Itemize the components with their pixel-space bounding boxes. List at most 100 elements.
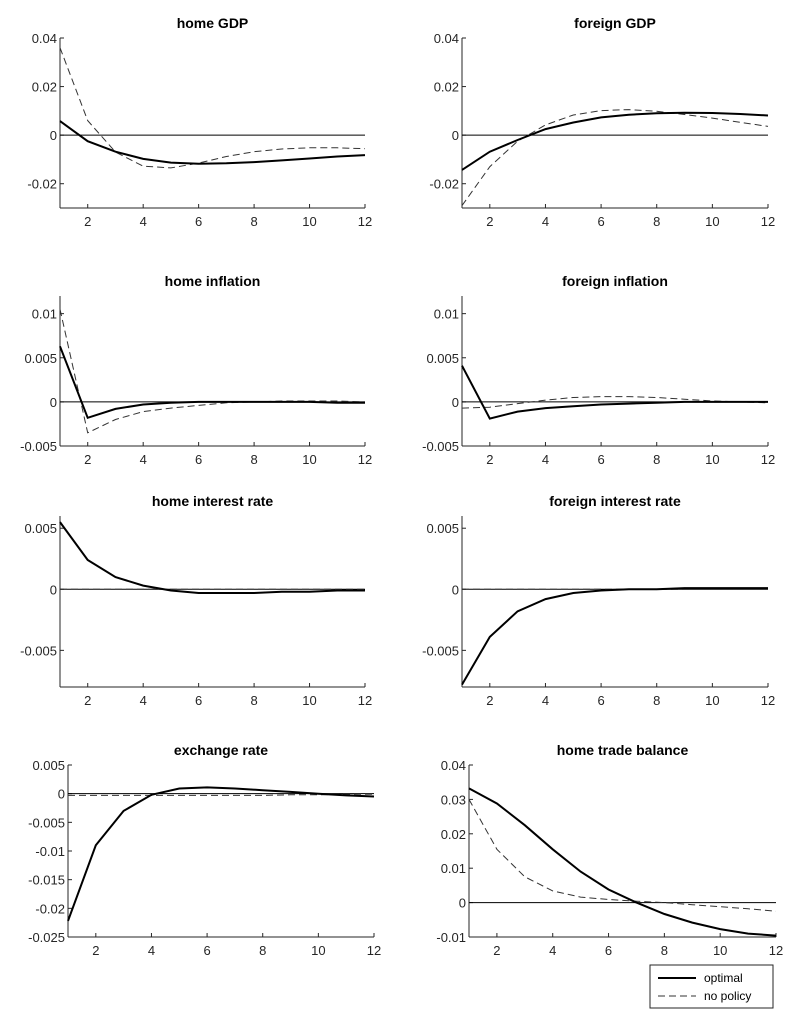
y-tick-label: 0.04 xyxy=(32,31,57,46)
x-tick-label: 4 xyxy=(148,943,155,958)
series-line-optimal xyxy=(59,120,366,165)
x-tick-label: 4 xyxy=(542,214,549,229)
x-tick-label: 6 xyxy=(597,693,604,708)
y-tick-label: 0 xyxy=(459,896,466,911)
subplot: foreign GDP -0.02 0 0.02 0.04 2 4 6 8 10 12 xyxy=(429,15,775,229)
x-tick-label: 12 xyxy=(358,214,372,229)
y-tick-label: 0 xyxy=(50,582,57,597)
x-tick-label: 2 xyxy=(486,214,493,229)
y-tick-label: -0.005 xyxy=(20,439,57,454)
x-tick-label: 8 xyxy=(259,943,266,958)
y-tick-label: 0.02 xyxy=(32,80,57,95)
y-tick-label: 0.03 xyxy=(441,792,466,807)
x-tick-label: 10 xyxy=(302,452,316,467)
y-tick-label: 0.04 xyxy=(434,31,459,46)
x-tick-label: 10 xyxy=(302,214,316,229)
x-tick-label: 8 xyxy=(653,214,660,229)
x-tick-label: 8 xyxy=(250,452,257,467)
x-tick-label: 4 xyxy=(140,452,147,467)
x-tick-label: 12 xyxy=(367,943,381,958)
y-tick-label: -0.005 xyxy=(20,643,57,658)
subplot: exchange rate -0.025 -0.02 -0.015 -0.01 -0.00… xyxy=(28,742,381,958)
subplot: home trade balance -0.01 0 0.01 0.02 0.03 0.04… xyxy=(436,742,783,958)
x-tick-label: 10 xyxy=(713,943,727,958)
y-tick-label: -0.02 xyxy=(35,901,65,916)
y-tick-label: -0.01 xyxy=(436,930,466,945)
series-line-optimal xyxy=(468,787,777,937)
x-tick-label: 8 xyxy=(653,452,660,467)
y-tick-label: 0 xyxy=(452,582,459,597)
x-tick-label: 12 xyxy=(358,452,372,467)
y-tick-label: 0 xyxy=(452,128,459,143)
x-tick-label: 10 xyxy=(302,693,316,708)
subplot: home interest rate -0.005 0 0.005 2 4 6 8 10 12 xyxy=(20,493,372,708)
y-tick-label: 0 xyxy=(50,128,57,143)
x-tick-label: 10 xyxy=(311,943,325,958)
x-tick-label: 2 xyxy=(84,452,91,467)
subplot: foreign inflation -0.005 0 0.005 0.01 2 4 6 8 10 1… xyxy=(422,273,775,467)
x-tick-label: 8 xyxy=(653,693,660,708)
x-tick-label: 10 xyxy=(705,693,719,708)
y-tick-label: -0.02 xyxy=(27,177,57,192)
y-tick-label: 0.005 xyxy=(24,351,57,366)
y-tick-label: 0.01 xyxy=(434,307,459,322)
y-tick-label: -0.005 xyxy=(422,643,459,658)
legend: optimal no policy xyxy=(649,964,774,1009)
x-tick-label: 4 xyxy=(542,693,549,708)
series-line-no-policy xyxy=(468,799,777,912)
y-tick-label: -0.005 xyxy=(28,815,65,830)
x-tick-label: 2 xyxy=(92,943,99,958)
subplot-title: home interest rate xyxy=(152,493,274,509)
y-tick-label: 0.005 xyxy=(426,351,459,366)
y-tick-label: -0.01 xyxy=(35,844,65,859)
x-tick-label: 2 xyxy=(486,693,493,708)
legend-label: optimal xyxy=(704,971,743,985)
subplot-title: foreign inflation xyxy=(562,273,668,289)
x-tick-label: 6 xyxy=(195,452,202,467)
subplot-title: foreign interest rate xyxy=(549,493,681,509)
x-tick-label: 12 xyxy=(761,452,775,467)
y-tick-label: -0.015 xyxy=(28,873,65,888)
y-tick-label: 0.005 xyxy=(24,521,57,536)
subplot-title: home GDP xyxy=(177,15,249,31)
y-tick-label: 0.005 xyxy=(32,758,65,773)
x-tick-label: 8 xyxy=(661,943,668,958)
x-tick-label: 2 xyxy=(493,943,500,958)
x-tick-label: 4 xyxy=(542,452,549,467)
x-tick-label: 8 xyxy=(250,214,257,229)
x-tick-label: 4 xyxy=(140,214,147,229)
subplot: home inflation -0.005 0 0.005 0.01 2 4 6 8 10 12 xyxy=(20,273,372,467)
x-tick-label: 8 xyxy=(250,693,257,708)
x-tick-label: 10 xyxy=(705,214,719,229)
y-tick-label: -0.02 xyxy=(429,177,459,192)
x-tick-label: 12 xyxy=(769,943,783,958)
x-tick-label: 6 xyxy=(203,943,210,958)
x-tick-label: 12 xyxy=(761,214,775,229)
x-tick-label: 2 xyxy=(486,452,493,467)
subplot: home GDP -0.02 0 0.02 0.04 2 4 6 8 10 12 xyxy=(27,15,372,229)
y-tick-label: 0 xyxy=(58,787,65,802)
series-line-optimal xyxy=(461,111,769,171)
series-line-optimal xyxy=(59,345,365,420)
series-line-optimal xyxy=(59,521,365,594)
x-tick-label: 10 xyxy=(705,452,719,467)
x-tick-label: 4 xyxy=(549,943,556,958)
x-tick-label: 6 xyxy=(597,214,604,229)
subplot-title: exchange rate xyxy=(174,742,268,758)
x-tick-label: 6 xyxy=(195,693,202,708)
x-tick-label: 6 xyxy=(605,943,612,958)
x-tick-label: 6 xyxy=(195,214,202,229)
legend-label: no policy xyxy=(704,989,751,1003)
y-tick-label: 0 xyxy=(50,395,57,410)
y-tick-label: -0.025 xyxy=(28,930,65,945)
x-tick-label: 2 xyxy=(84,693,91,708)
y-tick-label: 0.01 xyxy=(441,861,466,876)
y-tick-label: 0.02 xyxy=(441,827,466,842)
y-tick-label: 0 xyxy=(452,395,459,410)
series-line-optimal xyxy=(461,587,768,686)
series-line-no-policy xyxy=(59,309,366,434)
series-line-no-policy xyxy=(59,47,366,169)
subplot-title: home trade balance xyxy=(557,742,689,758)
y-tick-label: -0.005 xyxy=(422,439,459,454)
